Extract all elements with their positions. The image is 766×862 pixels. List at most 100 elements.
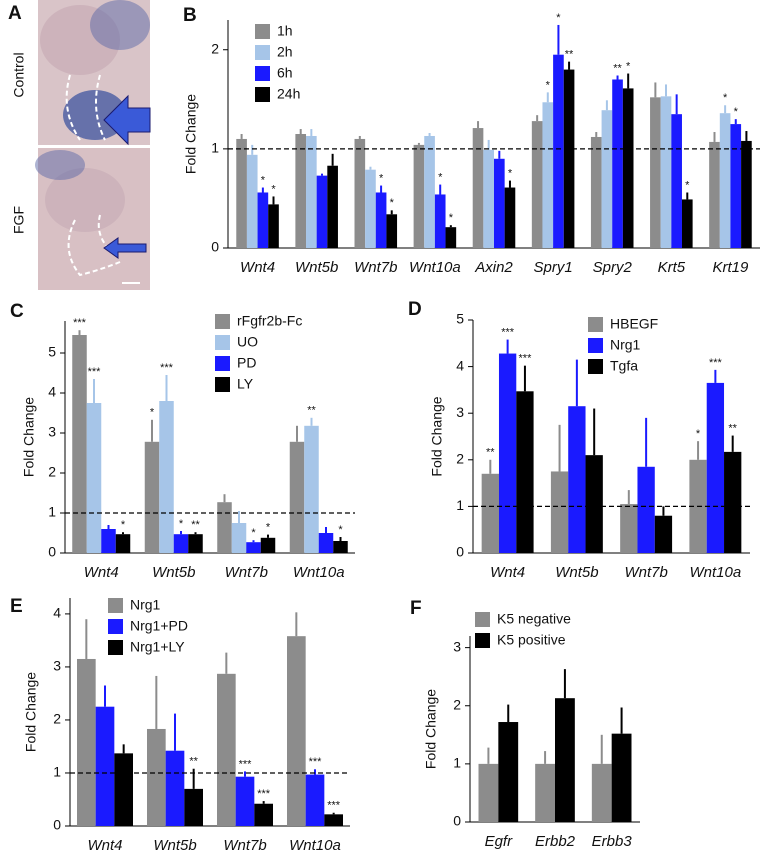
bar bbox=[553, 54, 564, 249]
bar bbox=[601, 110, 613, 248]
bar bbox=[236, 138, 247, 248]
legend-swatch bbox=[588, 317, 603, 332]
x-tick-label: Wnt4 bbox=[490, 564, 525, 581]
y-tick-label: 2 bbox=[211, 40, 219, 56]
bar bbox=[516, 391, 534, 553]
bar bbox=[535, 763, 555, 822]
y-axis-label: Fold Change bbox=[23, 672, 39, 752]
x-tick-label: Wnt5b bbox=[152, 564, 195, 581]
x-tick-label: Wnt5b bbox=[295, 259, 338, 276]
legend-swatch bbox=[475, 633, 490, 648]
legend-swatch bbox=[215, 314, 230, 329]
x-tick-label: Wnt5b bbox=[153, 837, 196, 854]
bar bbox=[445, 227, 457, 248]
bar bbox=[77, 658, 96, 826]
bar bbox=[531, 121, 543, 248]
micrograph-fgf bbox=[35, 148, 150, 290]
significance: * bbox=[179, 518, 184, 530]
x-tick-label: Wnt7b bbox=[225, 564, 268, 581]
bar bbox=[620, 504, 638, 553]
y-tick-label: 5 bbox=[48, 344, 56, 360]
x-tick-label: Wnt10a bbox=[690, 564, 742, 581]
significance: * bbox=[734, 106, 739, 118]
bar bbox=[289, 441, 305, 553]
bar bbox=[72, 335, 87, 553]
bar bbox=[681, 199, 693, 248]
bar bbox=[730, 124, 742, 248]
significance: * bbox=[449, 212, 454, 224]
x-tick-label: Egfr bbox=[485, 833, 514, 850]
bar bbox=[719, 113, 731, 248]
bar bbox=[324, 814, 343, 826]
y-tick-label: 3 bbox=[53, 658, 61, 674]
bar bbox=[327, 165, 338, 248]
bar bbox=[637, 466, 655, 553]
y-tick-label: 3 bbox=[453, 638, 461, 654]
significance: *** bbox=[239, 758, 253, 770]
y-tick-label: 0 bbox=[456, 544, 464, 560]
significance: *** bbox=[709, 357, 723, 369]
bar bbox=[650, 97, 661, 248]
bar bbox=[741, 140, 752, 248]
micrograph-control bbox=[38, 0, 151, 146]
panel-letter: B bbox=[183, 5, 197, 26]
bar bbox=[542, 102, 554, 248]
legend-swatch bbox=[255, 87, 270, 102]
legend-swatch bbox=[475, 612, 490, 627]
significance: *** bbox=[327, 800, 341, 812]
bar bbox=[159, 401, 174, 553]
panel-letter: F bbox=[410, 598, 422, 619]
bar bbox=[217, 502, 232, 553]
legend-label: UO bbox=[237, 334, 258, 350]
significance: * bbox=[508, 167, 513, 179]
y-tick-label: 0 bbox=[53, 817, 61, 833]
significance: * bbox=[271, 183, 276, 195]
bar bbox=[585, 455, 603, 553]
x-tick-label: Wnt7b bbox=[223, 837, 266, 854]
x-tick-label: Wnt10a bbox=[409, 259, 461, 276]
y-tick-label: 1 bbox=[53, 764, 61, 780]
bar bbox=[671, 114, 682, 248]
significance: ** bbox=[189, 756, 198, 768]
bar bbox=[333, 541, 348, 553]
x-tick-label: Erbb3 bbox=[592, 833, 633, 850]
bar bbox=[706, 382, 725, 553]
bar bbox=[472, 128, 484, 248]
significance: * bbox=[379, 172, 384, 184]
legend-label: PD bbox=[237, 355, 256, 371]
image-label: FGF bbox=[11, 206, 27, 234]
bar bbox=[413, 144, 425, 248]
bar bbox=[660, 96, 672, 248]
y-tick-label: 4 bbox=[456, 357, 464, 373]
legend-label: Nrg1+PD bbox=[130, 618, 188, 634]
significance: * bbox=[685, 179, 690, 191]
legend-label: Nrg1 bbox=[610, 337, 641, 353]
significance: *** bbox=[257, 788, 271, 800]
bar bbox=[95, 706, 115, 826]
significance: ** bbox=[486, 447, 495, 459]
x-tick-label: Krt19 bbox=[713, 259, 750, 276]
bar bbox=[114, 753, 133, 826]
bar bbox=[498, 353, 517, 553]
y-tick-label: 4 bbox=[48, 384, 56, 400]
legend-label: K5 positive bbox=[497, 632, 566, 648]
bar bbox=[612, 79, 623, 248]
y-tick-label: 1 bbox=[211, 140, 219, 156]
significance: ** bbox=[728, 422, 737, 434]
bar bbox=[483, 149, 494, 248]
significance: * bbox=[266, 522, 271, 534]
y-tick-label: 2 bbox=[453, 696, 461, 712]
significance: * bbox=[696, 428, 701, 440]
bar bbox=[555, 698, 575, 822]
bar bbox=[504, 187, 516, 248]
legend-swatch bbox=[588, 359, 603, 374]
legend-swatch bbox=[108, 598, 123, 613]
legend-label: 2h bbox=[277, 44, 293, 60]
y-tick-label: 2 bbox=[48, 464, 56, 480]
y-tick-label: 5 bbox=[456, 311, 464, 327]
bar bbox=[478, 763, 499, 822]
bar bbox=[622, 88, 634, 249]
bar bbox=[498, 722, 519, 822]
bar bbox=[101, 529, 116, 553]
